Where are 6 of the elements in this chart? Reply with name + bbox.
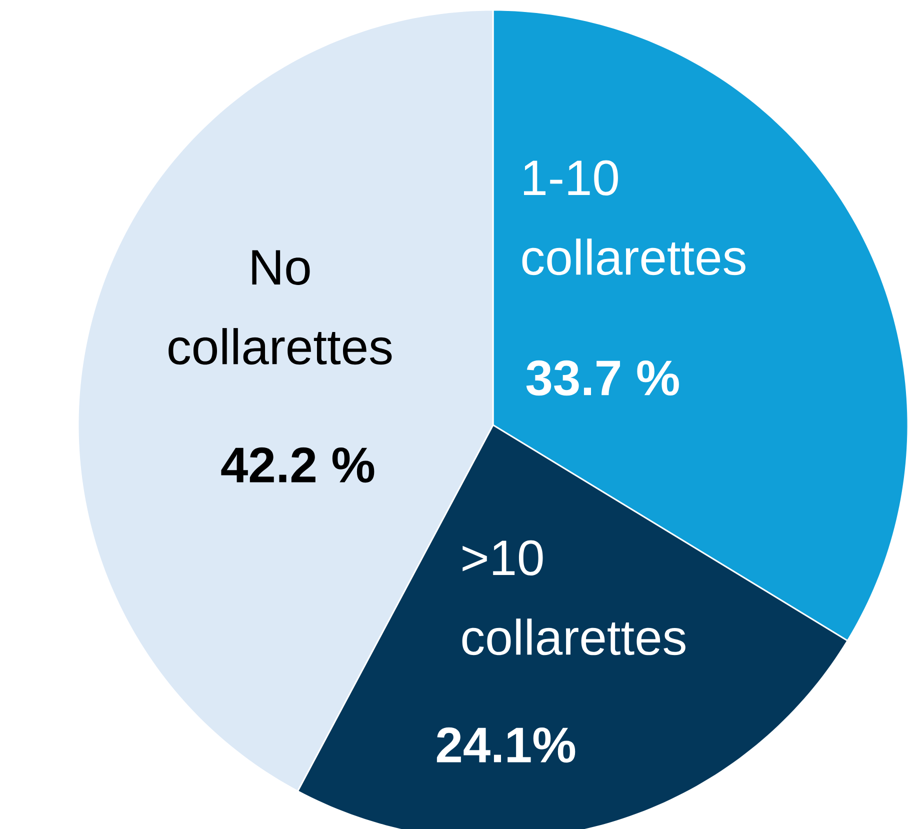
slice-label: No collarettes: [168, 250, 392, 365]
slice-label: 1-10 collarettes: [522, 160, 746, 276]
data-label: 33.7 %: [526, 360, 679, 396]
data-label: 24.1%: [436, 727, 576, 763]
data-label: 42.2 %: [221, 447, 374, 483]
slice-label: >10 collarettes: [462, 540, 686, 656]
